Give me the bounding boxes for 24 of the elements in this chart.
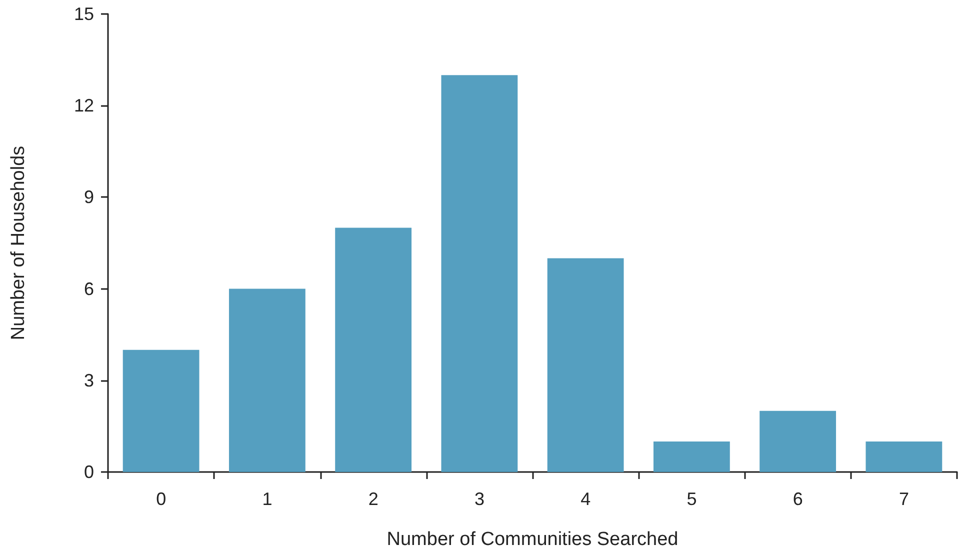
x-tick-label: 6 xyxy=(792,489,803,509)
x-tick-label: 1 xyxy=(262,489,272,509)
y-tick-label: 0 xyxy=(84,462,94,482)
y-tick-label: 3 xyxy=(84,370,94,390)
bar xyxy=(760,410,836,472)
bar xyxy=(866,441,942,472)
bar xyxy=(653,441,730,472)
y-tick-label: 9 xyxy=(84,187,94,208)
x-tick-label: 4 xyxy=(580,489,591,509)
x-tick-label: 2 xyxy=(368,489,378,509)
bar xyxy=(335,228,412,472)
y-tick-label: 15 xyxy=(74,4,94,24)
x-tick-label: 0 xyxy=(156,489,166,509)
y-tick-label: 12 xyxy=(74,96,94,116)
bar xyxy=(228,288,306,472)
bar xyxy=(441,75,518,472)
x-tick-label: 7 xyxy=(898,489,909,509)
y-axis-title: Number of Households xyxy=(8,146,29,340)
bar xyxy=(122,350,200,472)
y-tick-label: 6 xyxy=(84,278,94,299)
x-axis-title: Number of Communities Searched xyxy=(386,529,678,550)
x-tick-label: 5 xyxy=(686,489,697,509)
x-tick-label: 3 xyxy=(474,489,484,509)
bar xyxy=(547,258,624,472)
